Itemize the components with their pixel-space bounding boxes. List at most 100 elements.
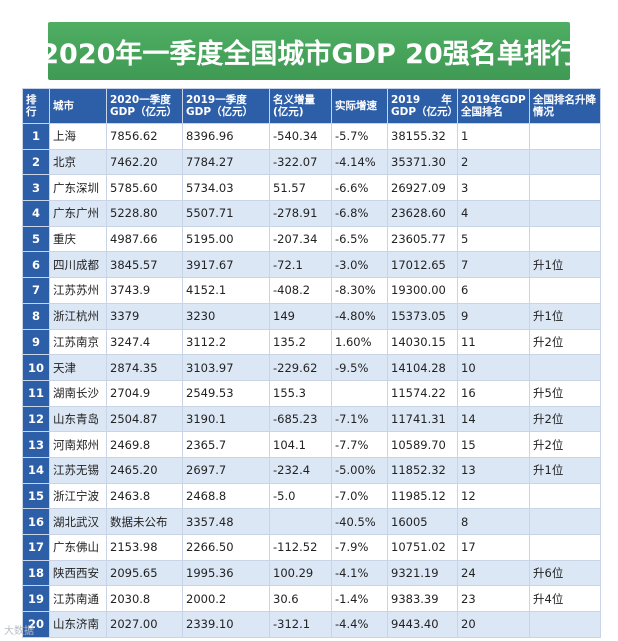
table-cell: 7462.20	[106, 148, 183, 176]
table-cell	[529, 611, 601, 638]
table-cell: 2469.8	[106, 431, 183, 458]
table-cell: 13	[457, 456, 530, 484]
table-cell: 2504.87	[106, 405, 183, 433]
table-cell: 陕西西安	[49, 559, 107, 587]
table-cell: 20	[457, 611, 530, 638]
table-cell: 4987.66	[106, 225, 183, 253]
table-cell: 3379	[106, 302, 183, 330]
table-cell: 2365.7	[182, 431, 270, 458]
table-cell: 4152.1	[182, 277, 270, 304]
table-row: 2 北京 7462.20 7784.27 -322.07 -4.14% 35371.30 2	[22, 148, 601, 176]
table-cell: -685.23	[269, 405, 332, 433]
table-cell: 2000.2	[182, 585, 270, 613]
table-cell: 2463.8	[106, 482, 183, 510]
table-cell: -4.1%	[331, 559, 388, 587]
table-cell: 2704.9	[106, 379, 183, 407]
table-cell: 3845.57	[106, 251, 183, 279]
table-cell: 2266.50	[182, 534, 270, 561]
rank-cell: 20	[22, 611, 50, 638]
table-cell: 5195.00	[182, 225, 270, 253]
table-cell: -112.52	[269, 534, 332, 561]
rank-cell: 16	[22, 508, 50, 535]
table-cell: 湖南长沙	[49, 379, 107, 407]
table-cell: 149	[269, 302, 332, 330]
table-header-row: 排行 城市 2020一季度GDP（亿元） 2019一季度GDP（亿元） 名义增量…	[22, 88, 601, 124]
table-cell: 山东青岛	[49, 405, 107, 433]
rank-cell: 15	[22, 482, 50, 510]
table-cell: 升5位	[529, 379, 601, 407]
table-row: 20 山东济南 2027.00 2339.10 -312.1 -4.4% 9443.40 20	[22, 611, 601, 638]
table-cell	[269, 508, 332, 535]
table-cell: 5507.71	[182, 200, 270, 227]
table-row: 6 四川成都 3845.57 3917.67 -72.1 -3.0% 17012.65 7 升1…	[22, 251, 601, 279]
table-cell	[529, 354, 601, 381]
table-row: 4 广东广州 5228.80 5507.71 -278.91 -6.8% 23628.60 4	[22, 200, 601, 227]
table-cell: 5785.60	[106, 174, 183, 202]
table-cell: 升2位	[529, 328, 601, 356]
table-cell: 升2位	[529, 405, 601, 433]
table-cell: 3	[457, 174, 530, 202]
title-banner: 2020年一季度全国城市GDP 20强名单排行	[40, 22, 578, 80]
table-cell: 23	[457, 585, 530, 613]
table-cell: -4.4%	[331, 611, 388, 638]
table-cell: -8.30%	[331, 277, 388, 304]
table-cell: -4.80%	[331, 302, 388, 330]
table-cell: 23628.60	[387, 200, 458, 227]
table-cell: 3743.9	[106, 277, 183, 304]
table-cell: 5228.80	[106, 200, 183, 227]
rank-cell: 17	[22, 534, 50, 561]
header-cell: 实际增速	[331, 88, 388, 124]
table-cell: 江苏南京	[49, 328, 107, 356]
rank-cell: 1	[22, 123, 50, 150]
table-cell: 11852.32	[387, 456, 458, 484]
table-cell	[529, 174, 601, 202]
table-cell: 2030.8	[106, 585, 183, 613]
rank-cell: 5	[22, 225, 50, 253]
table-cell	[529, 534, 601, 561]
table-cell: -278.91	[269, 200, 332, 227]
table-cell: 14030.15	[387, 328, 458, 356]
table-cell: 2549.53	[182, 379, 270, 407]
table-cell: 30.6	[269, 585, 332, 613]
table-cell: 升2位	[529, 431, 601, 458]
corner-watermark: 大数据	[4, 626, 34, 637]
table-row: 19 江苏南通 2030.8 2000.2 30.6 -1.4% 9383.39 23 升4位	[22, 585, 601, 613]
table-cell	[529, 508, 601, 535]
table-cell: 11741.31	[387, 405, 458, 433]
table-cell: 4	[457, 200, 530, 227]
rank-cell: 10	[22, 354, 50, 381]
table-cell: 16005	[387, 508, 458, 535]
table-cell: 广东广州	[49, 200, 107, 227]
table-cell: 7856.62	[106, 123, 183, 150]
table-cell: -6.8%	[331, 200, 388, 227]
table-cell: -40.5%	[331, 508, 388, 535]
table-cell: -3.0%	[331, 251, 388, 279]
table-cell: -408.2	[269, 277, 332, 304]
table-cell: 9443.40	[387, 611, 458, 638]
table-row: 15 浙江宁波 2463.8 2468.8 -5.0 -7.0% 11985.12 12	[22, 482, 601, 510]
table-cell: 2339.10	[182, 611, 270, 638]
table-cell: -540.34	[269, 123, 332, 150]
table-cell: 2874.35	[106, 354, 183, 381]
table-cell: 17012.65	[387, 251, 458, 279]
table-cell: 17	[457, 534, 530, 561]
table-cell	[529, 225, 601, 253]
rank-cell: 13	[22, 431, 50, 458]
rank-cell: 7	[22, 277, 50, 304]
table-row: 3 广东深圳 5785.60 5734.03 51.57 -6.6% 26927.09 3	[22, 174, 601, 202]
table-cell: 2697.7	[182, 456, 270, 484]
table-cell	[529, 200, 601, 227]
table-cell	[331, 379, 388, 407]
table-cell: 10	[457, 354, 530, 381]
table-row: 14 江苏无锡 2465.20 2697.7 -232.4 -5.00% 11852.32 1…	[22, 456, 601, 484]
table-cell: 2027.00	[106, 611, 183, 638]
table-cell: 广东佛山	[49, 534, 107, 561]
table-row: 18 陕西西安 2095.65 1995.36 100.29 -4.1% 9321.19 24…	[22, 559, 601, 587]
table-cell	[529, 277, 601, 304]
table-cell: 1.60%	[331, 328, 388, 356]
table-cell	[529, 148, 601, 176]
table-cell: 12	[457, 482, 530, 510]
table-cell: -229.62	[269, 354, 332, 381]
table-row: 5 重庆 4987.66 5195.00 -207.34 -6.5% 23605.77 5	[22, 225, 601, 253]
table-cell: 15	[457, 431, 530, 458]
